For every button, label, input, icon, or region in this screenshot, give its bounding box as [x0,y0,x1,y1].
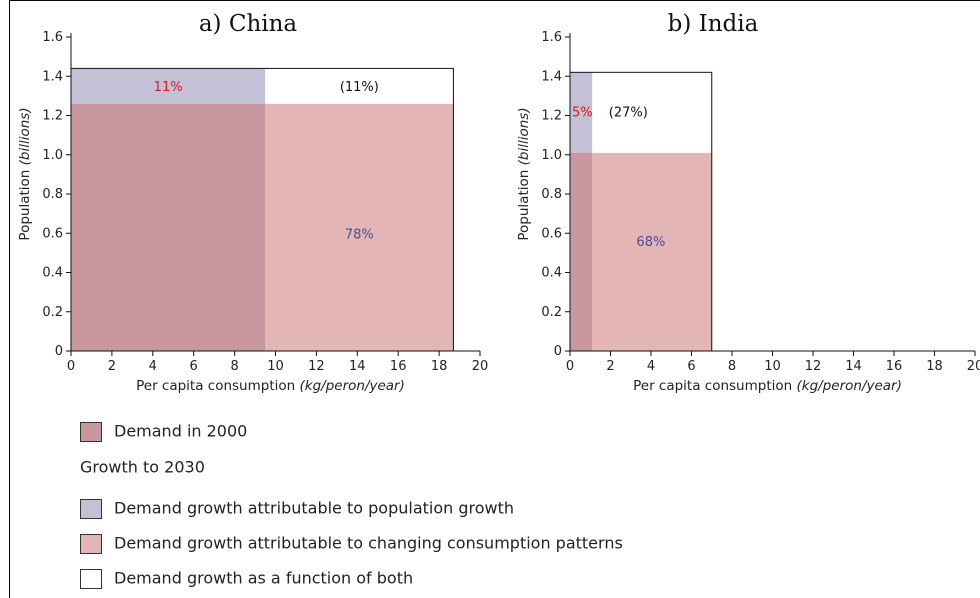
x-tick-label: 14 [349,359,366,374]
x-tick-label: 8 [230,359,238,374]
y-tick-label: 1.0 [42,148,63,163]
x-tick-label: 0 [67,359,75,374]
legend-label-both: Demand growth as a function of both [114,568,414,588]
y-tick-label: 0.6 [541,226,562,241]
chart-title: b) India [668,11,759,37]
population-growth-label: 5% [572,106,593,121]
x-tick-label: 6 [687,359,695,374]
legend-swatch-consumption-growth [80,533,102,554]
x-tick-label: 8 [728,359,736,374]
x-axis-label-unit: (kg/peron/year) [300,378,405,394]
y-axis-label-main: Population [17,165,33,240]
y-tick-label: 1.2 [541,109,562,124]
x-tick-label: 4 [647,359,655,374]
figure-frame [9,0,980,598]
legend-label-consumption-growth: Demand growth attributable to changing c… [114,533,623,553]
legend-item-consumption-growth: Demand growth attributable to changing c… [80,532,623,554]
y-tick-label: 0.2 [541,305,562,320]
y-tick-label: 0.8 [42,187,63,202]
legend-label-population-growth: Demand growth attributable to population… [114,498,515,518]
x-tick-label: 4 [149,359,157,374]
combined-growth-area [265,68,454,104]
x-tick-label: 10 [267,359,284,374]
population-growth-label: 11% [154,80,183,95]
x-axis-label: Per capita consumption (kg/peron/year) [633,378,902,394]
x-axis-label-unit: (kg/peron/year) [797,378,902,394]
chart-title: a) China [199,11,298,37]
legend-item-both: Demand growth as a function of both [80,567,413,589]
y-tick-label: 1.4 [541,69,562,84]
legend-heading: Growth to 2030 [80,456,205,478]
consumption-growth-area [265,103,454,351]
x-axis-label-main: Per capita consumption [633,378,796,394]
y-tick-label: 1.6 [541,30,562,45]
y-axis-label: Population (billions) [516,107,532,240]
population-growth-area [71,68,266,104]
combined-growth-label: (27%) [609,106,648,121]
x-tick-label: 20 [967,359,980,374]
x-tick-label: 12 [805,359,822,374]
demand-2000-area [570,152,593,351]
x-tick-label: 18 [926,359,943,374]
consumption-growth-area [592,152,712,351]
legend-swatch-demand-2000 [80,421,102,442]
x-tick-label: 14 [845,359,862,374]
x-tick-label: 16 [886,359,903,374]
y-tick-label: 0 [554,344,562,359]
population-growth-area [570,72,593,153]
x-tick-label: 6 [190,359,198,374]
combined-growth-area [592,72,712,153]
y-axis-label-main: Population [516,165,532,240]
chart-panel-1: 0 2 4 6 8 10 12 14 16 18 20 0 0.2 0.4 0.6 0.8 1.0 1.2 1.4 1… [17,11,488,394]
x-tick-label: 10 [764,359,781,374]
x-axis-label: Per capita consumption (kg/peron/year) [136,378,405,394]
legend-swatch-population-growth [80,498,102,519]
x-tick-label: 12 [308,359,325,374]
y-axis-label-unit: (billions) [17,107,33,165]
x-tick-label: 2 [606,359,614,374]
combined-growth-label: (11%) [340,80,379,95]
y-tick-label: 1.4 [42,69,63,84]
x-axis-label-main: Per capita consumption [136,378,299,394]
x-tick-label: 0 [566,359,574,374]
y-tick-label: 1.0 [541,148,562,163]
legend-swatch-both [80,568,102,589]
x-tick-label: 18 [431,359,448,374]
y-tick-label: 0 [55,344,63,359]
y-tick-label: 0.4 [541,266,562,281]
consumption-growth-label: 68% [636,235,665,250]
legend-heading-text: Growth to 2030 [80,457,205,477]
y-tick-label: 0.8 [541,187,562,202]
x-tick-label: 20 [472,359,489,374]
chart-panel-2: 0 2 4 6 8 10 12 14 16 18 20 0 0.2 0.4 0.6 0.8 1.0 1.2 1.4 1… [516,11,980,394]
legend-item-demand-2000: Demand in 2000 [80,420,247,442]
y-tick-label: 1.6 [42,30,63,45]
legend-item-population-growth: Demand growth attributable to population… [80,497,514,519]
x-tick-label: 16 [390,359,407,374]
y-axis-label-unit: (billions) [516,107,532,165]
y-tick-label: 1.2 [42,109,63,124]
x-tick-label: 2 [108,359,116,374]
legend-label-demand-2000: Demand in 2000 [114,421,248,441]
y-tick-label: 0.4 [42,266,63,281]
y-tick-label: 0.6 [42,226,63,241]
demand-2000-area [71,103,266,351]
y-tick-label: 0.2 [42,305,63,320]
consumption-growth-label: 78% [345,227,374,242]
y-axis-label: Population (billions) [17,107,33,240]
